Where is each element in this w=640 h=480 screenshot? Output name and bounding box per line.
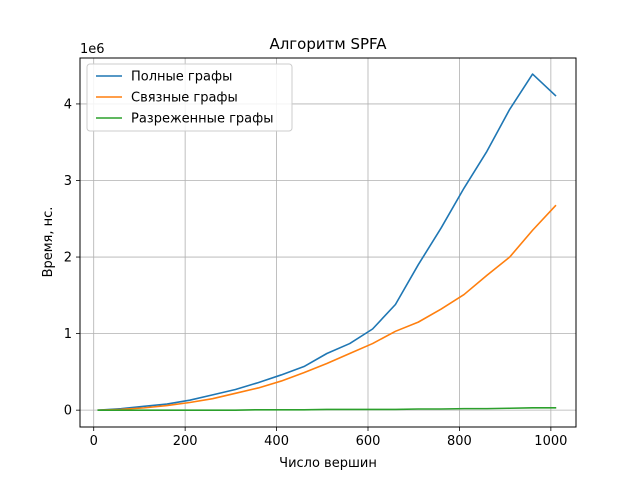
y-tick-label: 0 (64, 404, 72, 419)
x-tick-label: 0 (90, 434, 98, 449)
axis-ticks: 0 200 400 600 800 1000 0 1 2 3 4 (64, 97, 568, 449)
series-line-2 (97, 204, 557, 411)
y-scale-offset-label: 1e6 (80, 42, 105, 57)
series-line-1 (97, 73, 557, 412)
series-line-3 (97, 407, 557, 411)
y-tick-label: 3 (64, 174, 72, 189)
x-tick-label: 800 (447, 434, 472, 449)
x-tick-label: 200 (173, 434, 198, 449)
x-tick-label: 1000 (534, 434, 567, 449)
y-tick-label: 4 (64, 97, 72, 112)
y-tick-label: 2 (64, 251, 72, 266)
series-lines (97, 73, 557, 412)
x-tick-label: 600 (356, 434, 381, 449)
y-axis-label: Время, нс. (41, 207, 56, 278)
x-tick-label: 400 (264, 434, 289, 449)
legend-label-3: Разреженные графы (131, 112, 274, 127)
legend-label-1: Полные графы (131, 70, 232, 85)
plot-frame (79, 57, 577, 428)
legend-box (86, 63, 293, 132)
chart-title: Алгоритм SPFA (269, 35, 387, 53)
legend-label-2: Связные графы (131, 91, 238, 106)
x-axis-label: Число вершин (279, 456, 377, 471)
y-tick-label: 1 (64, 327, 72, 342)
legend: Полные графы Связные графы Разреженные гра… (86, 63, 293, 132)
